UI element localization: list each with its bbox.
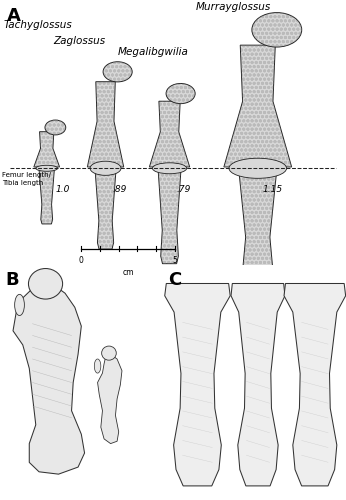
Polygon shape	[165, 284, 230, 486]
Ellipse shape	[28, 268, 63, 299]
Polygon shape	[239, 170, 277, 274]
Text: 5: 5	[172, 256, 177, 265]
Text: Zaglossus: Zaglossus	[54, 36, 106, 46]
Ellipse shape	[45, 120, 66, 135]
Ellipse shape	[229, 158, 286, 178]
Text: A: A	[7, 6, 21, 25]
Polygon shape	[95, 170, 116, 249]
Polygon shape	[231, 284, 285, 486]
Ellipse shape	[36, 166, 58, 172]
Text: Megalibgwilia: Megalibgwilia	[118, 47, 189, 57]
Polygon shape	[284, 284, 346, 486]
Ellipse shape	[252, 12, 302, 47]
Ellipse shape	[94, 359, 101, 373]
Polygon shape	[98, 354, 122, 444]
Polygon shape	[34, 132, 60, 167]
Text: cm: cm	[122, 268, 134, 276]
Ellipse shape	[90, 161, 121, 176]
Text: B: B	[5, 271, 18, 289]
Text: Tachyglossus: Tachyglossus	[3, 20, 72, 30]
Polygon shape	[158, 170, 181, 264]
Polygon shape	[13, 282, 84, 474]
Ellipse shape	[166, 84, 195, 103]
Text: 1.0: 1.0	[55, 186, 70, 194]
Text: Femur length/
Tibia length: Femur length/ Tibia length	[2, 172, 51, 186]
Text: 1.15: 1.15	[263, 186, 283, 194]
Text: .79: .79	[176, 186, 191, 194]
Ellipse shape	[103, 62, 132, 82]
Polygon shape	[224, 45, 292, 167]
Text: 0: 0	[79, 256, 84, 265]
Text: .89: .89	[112, 186, 127, 194]
Text: C: C	[168, 271, 181, 289]
Polygon shape	[149, 101, 190, 167]
Polygon shape	[87, 82, 124, 167]
Ellipse shape	[102, 346, 116, 360]
Ellipse shape	[153, 163, 186, 173]
Polygon shape	[39, 170, 54, 224]
Text: Murrayglossus: Murrayglossus	[195, 2, 271, 12]
Ellipse shape	[15, 294, 24, 316]
